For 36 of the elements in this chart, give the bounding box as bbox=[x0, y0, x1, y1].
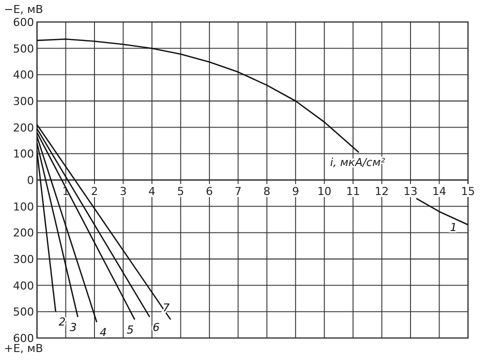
x-tick-label: 12 bbox=[374, 185, 389, 198]
y-tick-label: 400 bbox=[13, 68, 34, 82]
y-tick-label: 400 bbox=[13, 279, 34, 292]
x-tick-label: 9 bbox=[292, 185, 300, 198]
x-tick-label: 4 bbox=[148, 185, 156, 198]
x-tick-label: 5 bbox=[177, 185, 184, 198]
y-tick-label: 0 bbox=[27, 174, 34, 187]
series-label: 5 bbox=[126, 324, 134, 337]
x-tick-label: 13 bbox=[404, 185, 418, 198]
x-tick-label: 15 bbox=[461, 185, 475, 198]
y-tick-label: 200 bbox=[13, 226, 34, 240]
y-tick-label: 200 bbox=[13, 121, 34, 134]
y-tick-label: 600 bbox=[13, 16, 34, 29]
x-tick-label: 8 bbox=[263, 185, 270, 198]
x-tick-label: 10 bbox=[317, 185, 332, 198]
series-label: 1 bbox=[450, 220, 457, 234]
y-tick-label: 500 bbox=[13, 42, 34, 56]
y-tick-label: 300 bbox=[13, 253, 34, 266]
series-label: 2 bbox=[58, 316, 66, 329]
series-label: 7 bbox=[162, 302, 170, 315]
x-tick-label: 11 bbox=[346, 185, 360, 198]
series-label: 6 bbox=[152, 320, 160, 334]
y-tick-label: 600 bbox=[13, 332, 34, 345]
y-tick-label: 300 bbox=[13, 95, 34, 108]
x-tick-label: 14 bbox=[432, 185, 446, 198]
series-label: 3 bbox=[70, 320, 77, 334]
x-tick-label: 6 bbox=[206, 185, 213, 198]
y-tick-label: 500 bbox=[13, 306, 34, 319]
y-tick-label: 100 bbox=[13, 148, 34, 161]
y-axis-title: −E, мВ bbox=[4, 3, 44, 16]
x-tick-label: 3 bbox=[120, 185, 127, 198]
x-tick-label: 7 bbox=[234, 185, 242, 198]
y-tick-label: 100 bbox=[13, 200, 34, 214]
text: +E, мВ bbox=[4, 342, 44, 355]
x-tick-label: 2 bbox=[90, 185, 98, 198]
series-label: 4 bbox=[100, 326, 107, 340]
